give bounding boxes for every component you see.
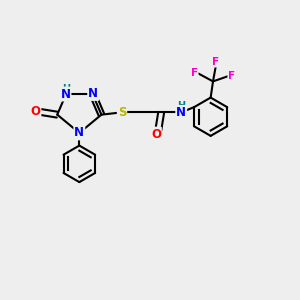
- Text: F: F: [228, 71, 236, 81]
- Text: N: N: [176, 106, 186, 119]
- Text: O: O: [151, 128, 161, 141]
- Text: H: H: [62, 84, 70, 94]
- Text: H: H: [177, 101, 185, 111]
- Text: S: S: [118, 106, 126, 119]
- Text: N: N: [61, 88, 70, 100]
- Text: N: N: [88, 87, 98, 100]
- Text: O: O: [31, 105, 40, 118]
- Text: N: N: [74, 126, 84, 140]
- Text: F: F: [190, 68, 198, 78]
- Text: F: F: [212, 57, 220, 67]
